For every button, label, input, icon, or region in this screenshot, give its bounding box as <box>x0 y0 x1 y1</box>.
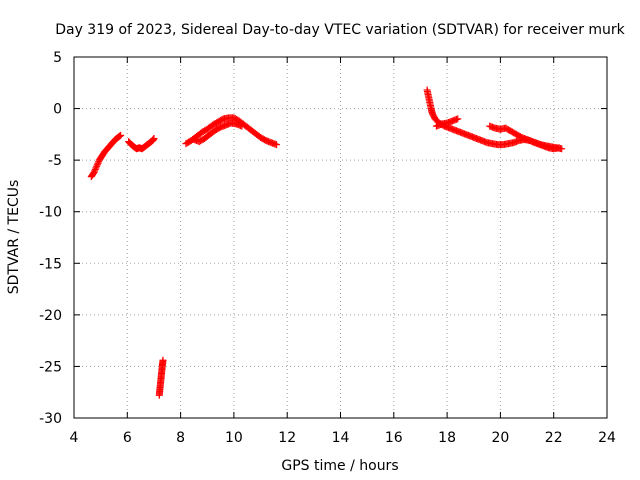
y-tick-label: -25 <box>39 359 62 375</box>
x-tick-label: 10 <box>225 430 243 446</box>
grid-lines <box>74 57 607 418</box>
x-tick-label: 12 <box>278 430 296 446</box>
y-axis-label: SDTVAR / TECUs <box>6 180 22 295</box>
x-tick-label: 16 <box>385 430 403 446</box>
data-point <box>93 161 101 169</box>
y-tick-label: -5 <box>48 153 62 169</box>
y-tick-label: -30 <box>39 411 62 427</box>
series-arc-7 <box>432 115 462 130</box>
x-tick-label: 18 <box>438 430 456 446</box>
data-point <box>92 164 100 172</box>
y-tick-label: 5 <box>53 50 62 66</box>
x-tick-label: 4 <box>70 430 79 446</box>
series-arc-8 <box>486 122 563 153</box>
series-arc-3 <box>155 356 167 399</box>
data-point <box>117 131 125 139</box>
data-point <box>238 122 246 130</box>
plot-frame <box>73 56 608 419</box>
y-tick-label: -15 <box>39 256 62 272</box>
series-arc-6 <box>423 86 566 153</box>
data-point <box>91 167 99 175</box>
y-tick-label: -20 <box>39 308 62 324</box>
series-arc-5 <box>190 119 246 146</box>
data-point <box>90 169 98 177</box>
series-arc-2 <box>125 134 158 153</box>
x-tick-label: 14 <box>332 430 350 446</box>
y-tick-label: -10 <box>39 205 62 221</box>
data-point <box>91 165 99 173</box>
x-tick-label: 8 <box>176 430 185 446</box>
chart-title: Day 319 of 2023, Sidereal Day-to-day VTE… <box>55 22 625 38</box>
x-tick-label: 22 <box>545 430 563 446</box>
data-point <box>93 162 101 170</box>
x-tick-labels: 4 6 8 10 12 14 16 18 20 22 24 <box>70 430 616 446</box>
series-arc-1 <box>87 131 125 181</box>
data-point <box>555 144 563 152</box>
x-tick-label: 20 <box>491 430 509 446</box>
data-point <box>159 356 167 364</box>
y-tick-labels: 5 0 -5 -10 -15 -20 -25 -30 <box>39 50 62 427</box>
data-point <box>273 141 281 149</box>
data-point <box>454 115 462 123</box>
x-tick-label: 24 <box>598 430 616 446</box>
y-tick-label: 0 <box>53 102 62 118</box>
data-points <box>87 86 566 399</box>
x-tick-label: 6 <box>123 430 132 446</box>
data-point <box>94 159 102 167</box>
data-point <box>150 134 158 142</box>
x-axis-label: GPS time / hours <box>281 458 398 474</box>
